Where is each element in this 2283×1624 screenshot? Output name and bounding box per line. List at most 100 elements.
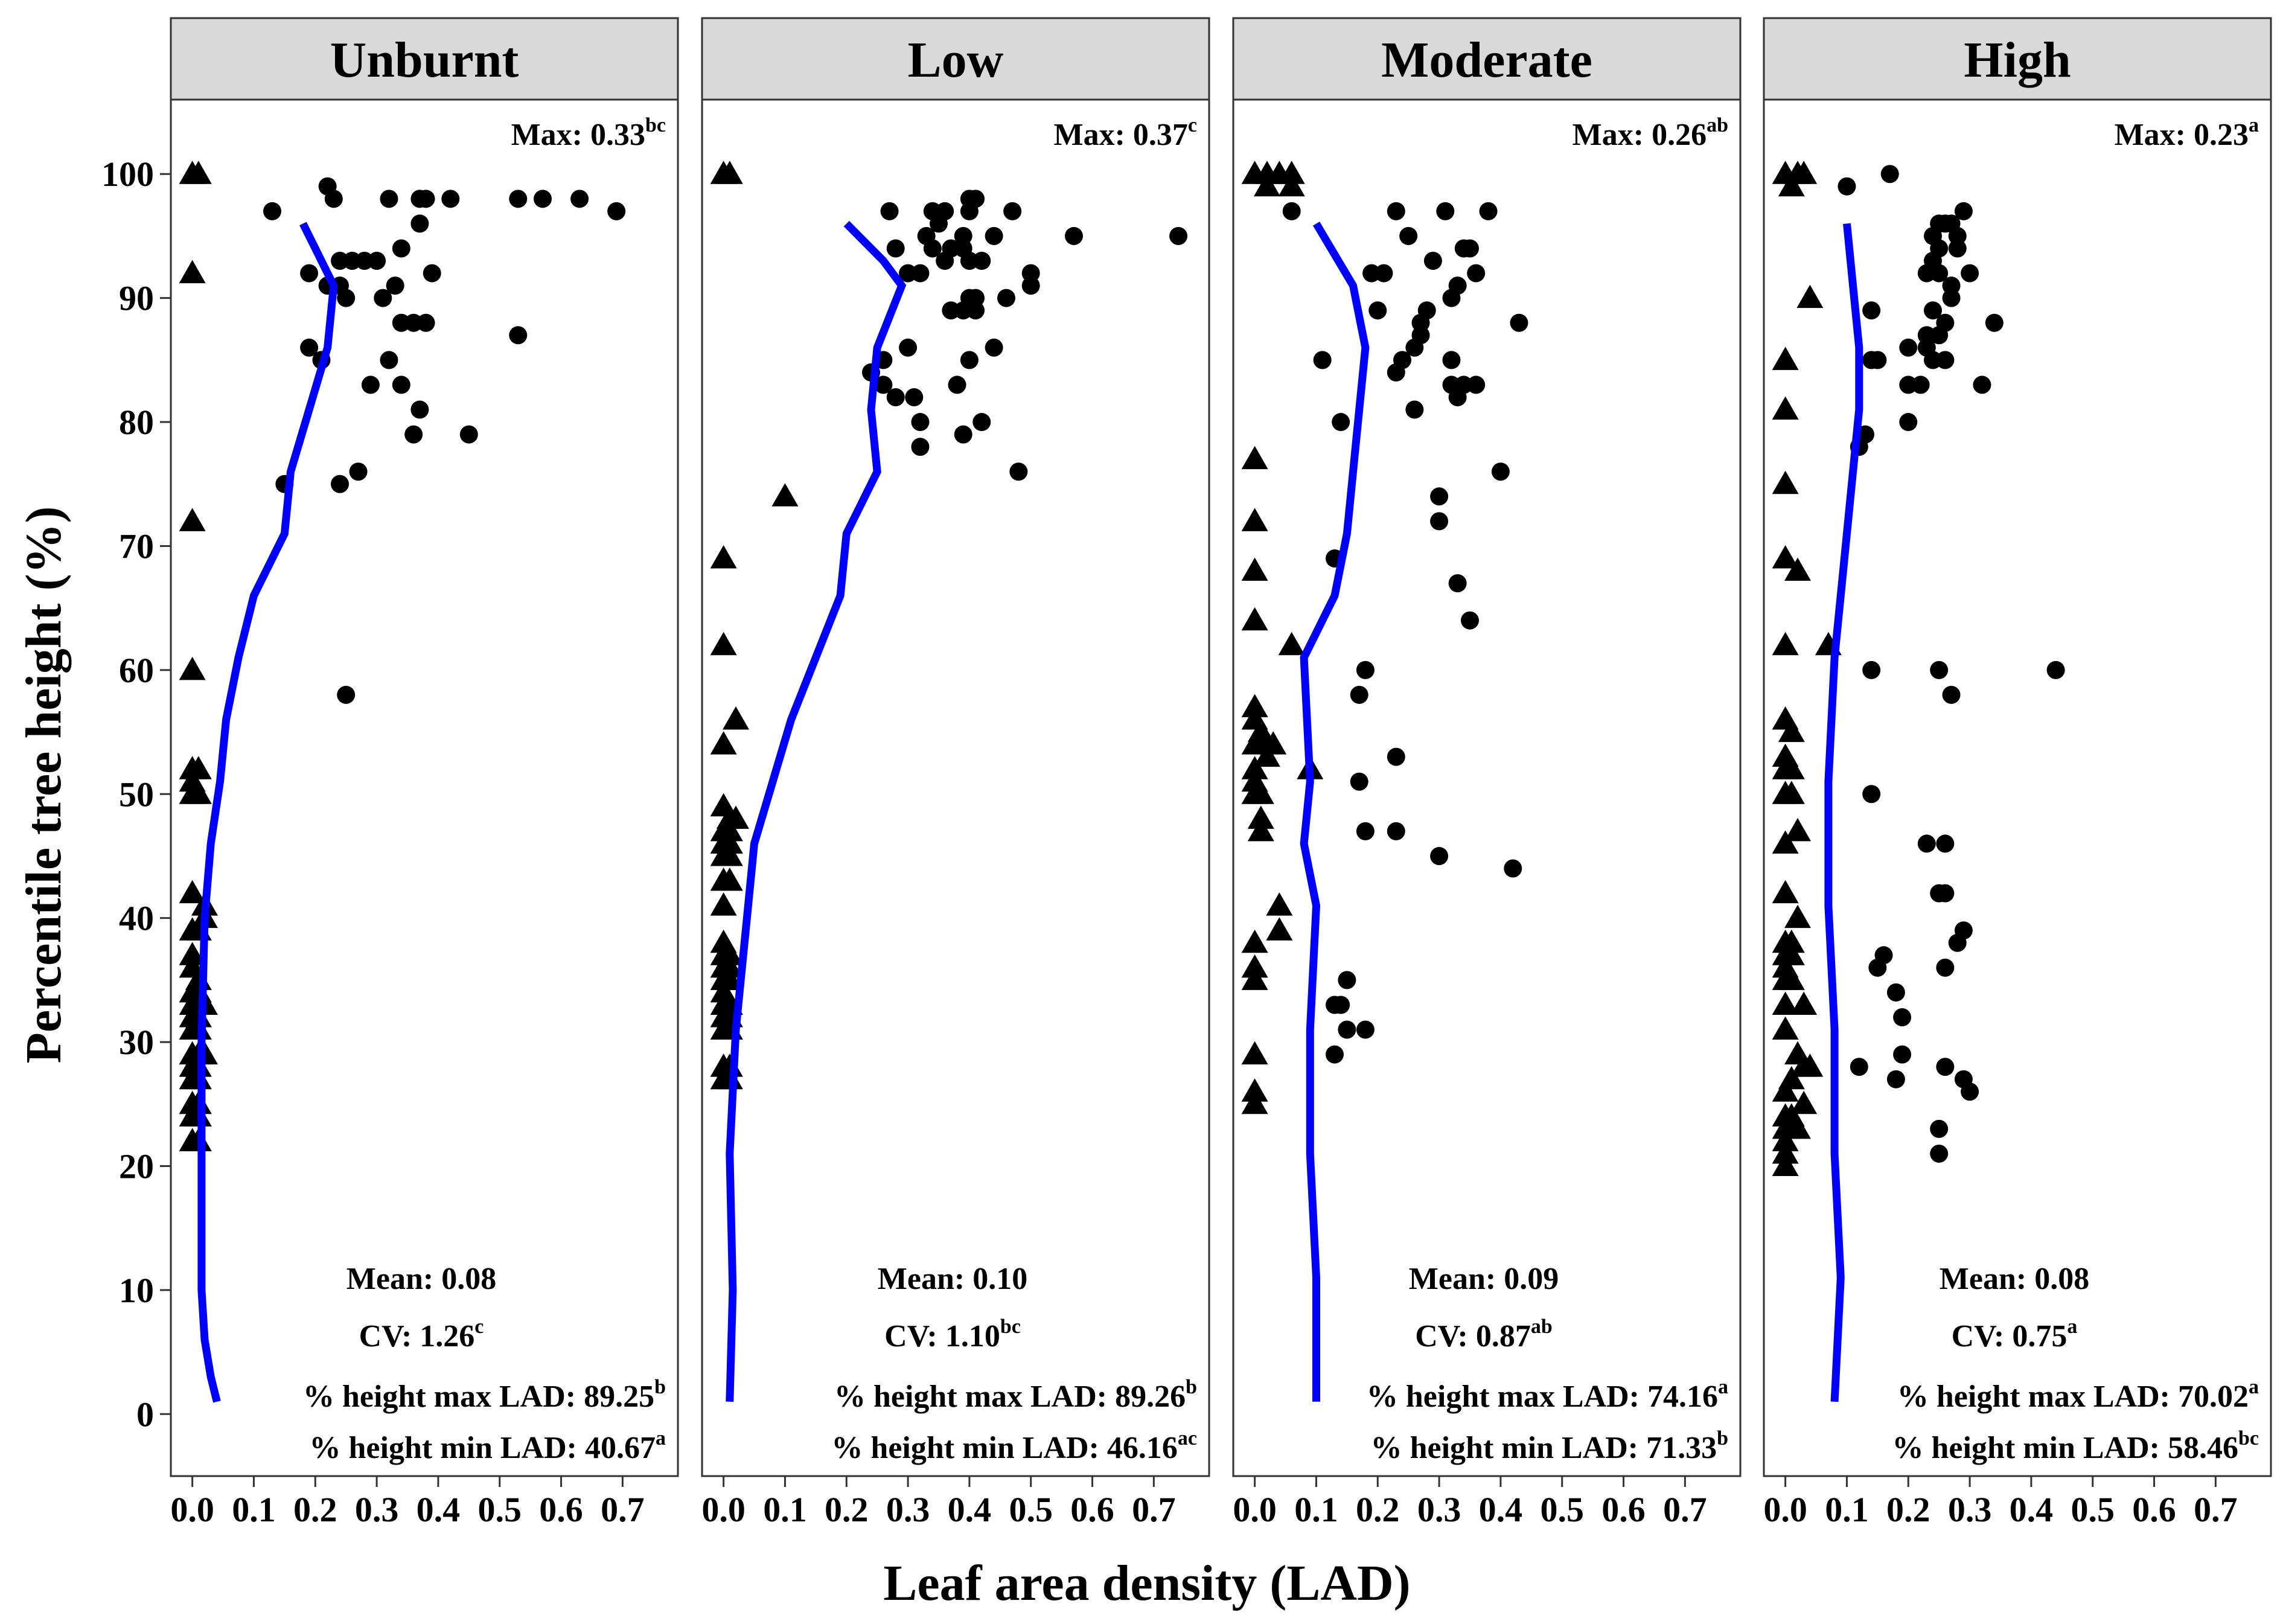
x-tick-label: 0.5 <box>1009 1490 1053 1529</box>
circle-point <box>410 400 429 419</box>
circle-point <box>1862 660 1881 679</box>
circle-point <box>1467 264 1486 283</box>
triangle-point <box>1772 1152 1799 1176</box>
height-max-annotation-text: % height max LAD: 89.26 <box>834 1379 1186 1414</box>
x-tick-label: 0.2 <box>293 1490 337 1529</box>
triangle-point <box>1778 967 1805 990</box>
cv-annotation-superscript: ab <box>1531 1316 1553 1338</box>
triangle-point <box>1784 904 1811 929</box>
height-min-annotation: % height min LAD: 46.16ac <box>831 1427 1197 1465</box>
circle-point <box>1065 226 1083 245</box>
x-tick-label: 0.0 <box>1763 1490 1807 1529</box>
triangle-point <box>1772 631 1799 656</box>
triangle-point <box>1778 718 1805 743</box>
triangle-point <box>1772 545 1799 569</box>
circle-point <box>1954 202 1973 220</box>
circle-point <box>972 413 991 432</box>
y-tick-label: 10 <box>119 1271 154 1310</box>
mean-annotation: Mean: 0.10 <box>878 1262 1027 1296</box>
max-annotation-text: Max: 0.37 <box>1054 118 1188 152</box>
height-min-annotation-superscript: b <box>1717 1427 1728 1450</box>
circle-point <box>1461 611 1479 630</box>
triangle-point <box>1772 470 1799 494</box>
circle-point <box>380 351 398 369</box>
plot-area <box>701 98 1210 1477</box>
x-tick-label: 0.5 <box>477 1490 522 1529</box>
circle-point <box>1948 226 1967 245</box>
triangle-points <box>1241 161 1324 1114</box>
cv-annotation: CV: 0.75a <box>1952 1316 2078 1354</box>
triangle-point <box>179 656 206 680</box>
panel-strip <box>1763 17 2272 101</box>
circle-point <box>1942 289 1961 307</box>
height-max-annotation: % height max LAD: 89.25b <box>303 1376 666 1414</box>
circle-point <box>1313 351 1332 369</box>
circle-point <box>1930 1119 1949 1138</box>
y-tick-label: 50 <box>119 775 154 814</box>
triangle-point <box>1266 892 1293 916</box>
max-annotation: Max: 0.37c <box>1054 114 1198 152</box>
circle-point <box>972 252 991 270</box>
y-tick-label: 60 <box>119 651 154 690</box>
x-tick-label: 0.2 <box>825 1490 869 1529</box>
triangle-point <box>710 545 737 569</box>
height-max-annotation: % height max LAD: 74.16a <box>1367 1376 1728 1414</box>
height-max-annotation-superscript: b <box>1186 1376 1197 1398</box>
circle-point <box>459 425 478 444</box>
panel-moderate: Moderate 0.0 0.1 0.2 0.3 0.4 0.5 0.6 0.7 Max: 0.2… <box>1232 17 1742 1529</box>
circle-point <box>1430 846 1449 865</box>
circle-point <box>300 338 319 357</box>
x-tick-label: 0.6 <box>539 1490 583 1529</box>
circle-point <box>880 202 899 220</box>
circle-point <box>1930 264 1949 283</box>
x-tick-label: 0.4 <box>948 1490 992 1529</box>
circle-point <box>1850 1058 1868 1076</box>
circle-point <box>1461 239 1479 258</box>
circle-point <box>349 462 368 481</box>
circle-point <box>1936 1058 1955 1076</box>
mean-annotation-text: Mean: 0.08 <box>346 1262 496 1296</box>
circle-point <box>905 388 924 406</box>
triangle-point <box>1241 446 1268 470</box>
height-max-annotation-text: % height max LAD: 74.16 <box>1367 1379 1718 1414</box>
mean-annotation: Mean: 0.08 <box>1940 1262 2089 1296</box>
circle-point <box>1332 413 1350 432</box>
x-tick-label: 0.6 <box>1070 1490 1114 1529</box>
triangle-point <box>1772 1128 1799 1151</box>
x-tick-label: 0.0 <box>1233 1490 1277 1529</box>
triangle-point <box>1247 805 1274 829</box>
triangle-point <box>179 508 206 531</box>
circle-point <box>1936 958 1955 977</box>
triangle-point <box>1790 991 1818 1015</box>
circle-point <box>954 425 972 444</box>
triangle-point <box>1784 817 1811 842</box>
circle-point <box>607 202 626 220</box>
triangle-point <box>179 260 206 284</box>
triangle-point <box>1790 161 1818 184</box>
circle-point <box>1356 660 1375 679</box>
circle-point <box>911 438 930 456</box>
height-min-annotation: % height min LAD: 71.33b <box>1371 1427 1728 1465</box>
circle-point <box>410 214 429 233</box>
triangle-point <box>710 892 737 916</box>
circle-point <box>1411 313 1430 332</box>
triangle-point <box>1266 917 1293 941</box>
triangle-point <box>1278 161 1305 184</box>
lad-profile-line <box>197 222 338 1403</box>
circle-point <box>392 376 410 394</box>
triangle-point <box>1278 173 1305 197</box>
max-annotation-superscript: c <box>1188 114 1197 136</box>
circle-point <box>1332 996 1350 1014</box>
y-axis-title: Percentile tree height (%) <box>16 507 72 1064</box>
circle-point <box>1430 512 1449 531</box>
circle-point <box>1387 747 1405 766</box>
height-min-annotation-text: % height min LAD: 58.46 <box>1892 1431 2238 1465</box>
circle-point <box>1893 1045 1912 1064</box>
mean-annotation-text: Mean: 0.10 <box>878 1262 1027 1296</box>
triangle-point <box>1241 508 1268 531</box>
circle-point <box>1368 301 1387 320</box>
height-max-annotation: % height max LAD: 89.26b <box>834 1376 1197 1414</box>
circle-point <box>417 313 435 332</box>
y-tick-label: 0 <box>136 1395 154 1434</box>
